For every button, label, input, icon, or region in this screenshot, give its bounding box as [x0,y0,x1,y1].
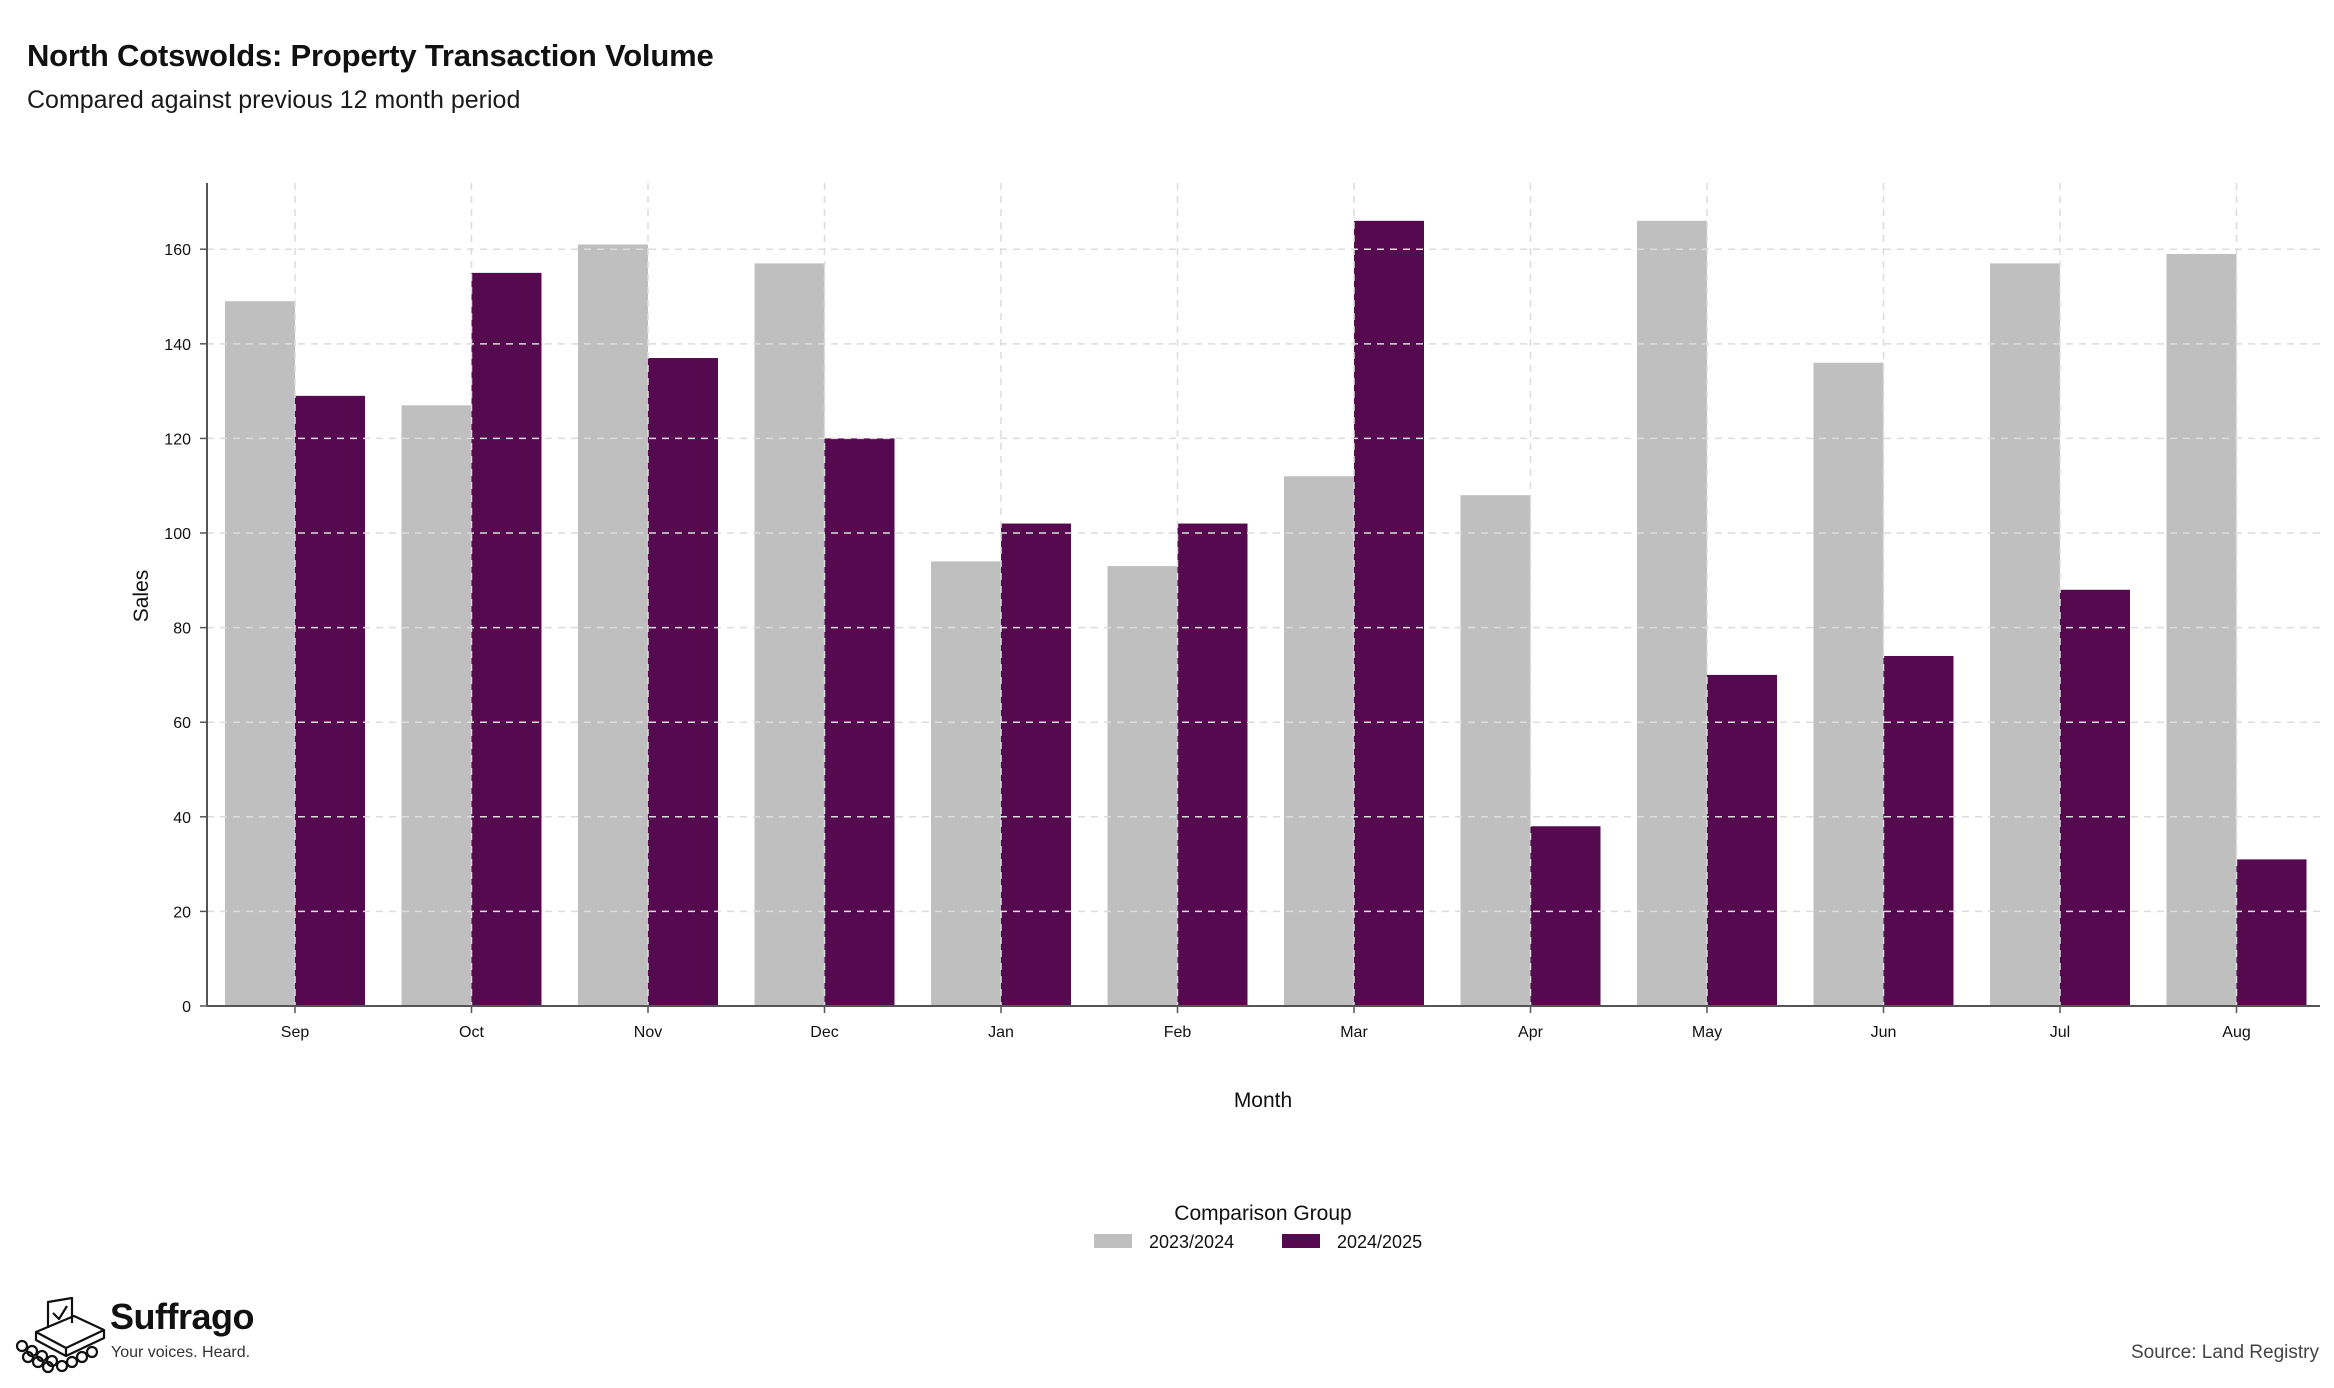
chart-subtitle: Compared against previous 12 month perio… [27,86,521,114]
bar-2023-2024-jul [1990,263,2060,1006]
source-note: Source: Land Registry [2131,1342,2319,1363]
bar-2024-2025-apr [1530,826,1601,1006]
legend-swatch-2023-2024 [1094,1234,1132,1248]
x-tick-label-nov: Nov [634,1024,662,1041]
bar-2023-2024-sep [225,301,295,1006]
bar-2023-2024-dec [754,263,825,1006]
y-tick-label: 60 [173,715,191,732]
x-tick-labels: Sep Oct Nov Dec Jan Feb Mar Apr May Jun Jul Aug [281,1006,2251,1041]
grid-lines [207,183,2320,1006]
bar-2024-2025-may [1707,674,1777,1006]
bar-2023-2024-jan [931,561,1001,1006]
y-tick-label: 160 [164,242,191,259]
x-tick-label-aug: Aug [2222,1024,2250,1041]
y-tick-label: 0 [182,999,191,1016]
bar-2023-2024-oct [401,405,472,1007]
y-tick-label: 80 [173,621,191,638]
x-tick-label-jan: Jan [988,1024,1014,1041]
brand-tagline: Your voices. Heard. [111,1344,251,1361]
bar-2023-2024-mar [1284,476,1354,1006]
bars [225,220,2307,1007]
y-tick-label: 40 [173,810,191,827]
bar-2024-2025-jul [2060,589,2130,1006]
legend-label-2023-2024: 2023/2024 [1149,1232,1234,1252]
bar-2024-2025-jun [1883,655,1954,1006]
x-tick-label-oct: Oct [459,1024,484,1041]
y-tick-label: 140 [164,337,191,354]
y-tick-label: 100 [164,526,191,543]
bar-2024-2025-oct [471,272,542,1007]
brand-name: Suffrago [110,1296,255,1337]
x-tick-label-feb: Feb [1164,1024,1192,1041]
x-tick-label-apr: Apr [1518,1024,1544,1041]
bar-2024-2025-feb [1177,523,1248,1006]
bar-2023-2024-jun [1813,362,1884,1007]
bar-2023-2024-apr [1460,495,1531,1006]
y-axis-title: Sales [130,570,153,623]
y-tick-labels: 0 20 40 60 80 100 120 140 160 [164,242,207,1016]
x-tick-label-dec: Dec [810,1024,838,1041]
x-tick-label-jun: Jun [1871,1024,1897,1041]
legend-label-2024-2025: 2024/2025 [1337,1232,1422,1252]
bar-2023-2024-aug [2166,253,2237,1007]
bar-2024-2025-sep [295,395,365,1006]
bar-2024-2025-aug [2236,859,2307,1006]
bar-2023-2024-nov [578,244,648,1006]
x-tick-label-may: May [1692,1024,1722,1041]
axes [206,183,2320,1007]
bar-2023-2024-feb [1107,566,1178,1006]
chart-title: North Cotswolds: Property Transaction Vo… [27,38,714,73]
y-tick-label: 20 [173,904,191,921]
bar-2024-2025-mar [1354,220,1424,1006]
x-tick-label-jul: Jul [2050,1024,2070,1041]
bar-2024-2025-nov [648,358,718,1006]
legend-swatch-2024-2025 [1282,1234,1320,1248]
y-tick-label: 120 [164,431,191,448]
bar-2023-2024-may [1637,220,1707,1006]
x-tick-label-mar: Mar [1340,1024,1368,1041]
x-tick-label-sep: Sep [281,1024,310,1041]
legend-title: Comparison Group [1174,1202,1351,1225]
ballot-box-icon [15,1296,106,1374]
bar-2024-2025-jan [1001,523,1071,1006]
x-axis-title: Month [1234,1089,1292,1112]
legend: Comparison Group 2023/2024 2024/2025 [1094,1202,1422,1252]
